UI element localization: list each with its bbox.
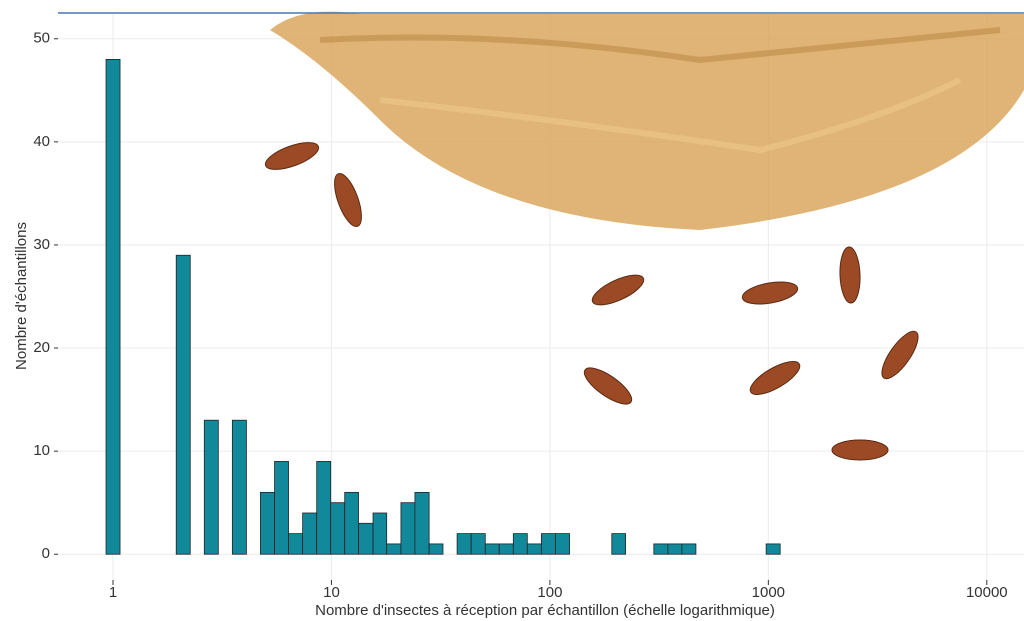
bar: [232, 420, 246, 554]
bar: [457, 534, 471, 555]
y-tick-label: 10: [33, 442, 50, 459]
x-tick-label: 1000: [752, 584, 785, 601]
bar: [485, 544, 499, 554]
y-tick-label: 40: [33, 133, 50, 150]
bar: [654, 544, 668, 554]
bar: [401, 503, 415, 555]
bar: [387, 544, 401, 554]
x-tick-label: 1: [109, 584, 117, 601]
bar: [289, 534, 303, 555]
bar: [106, 59, 120, 554]
y-tick-label: 0: [42, 545, 50, 562]
chart: Nombre d'échantillons Nombre d'insectes …: [0, 0, 1024, 621]
x-tick-label: 100: [537, 584, 562, 601]
y-tick-label: 30: [33, 236, 50, 253]
bar: [415, 492, 429, 554]
bar: [317, 461, 331, 554]
y-tick-label: 20: [33, 339, 50, 356]
bar: [682, 544, 696, 554]
bar: [766, 544, 780, 554]
x-tick-label: 10000: [966, 584, 1008, 601]
bar: [668, 544, 682, 554]
bar: [260, 492, 274, 554]
bar: [499, 544, 513, 554]
x-axis-label: Nombre d'insectes à réception par échant…: [315, 602, 775, 619]
bar: [555, 534, 569, 555]
bar: [373, 513, 387, 554]
y-tick-label: 50: [33, 30, 50, 47]
bar: [527, 544, 541, 554]
bar: [204, 420, 218, 554]
bar: [612, 534, 626, 555]
bar: [359, 523, 374, 554]
bar: [429, 544, 443, 554]
bar: [331, 503, 345, 555]
x-tick-label: 10: [323, 584, 340, 601]
bar: [176, 255, 190, 554]
bar: [513, 534, 527, 555]
bar: [275, 461, 289, 554]
bar: [303, 513, 317, 554]
bar: [541, 534, 555, 555]
bar: [471, 534, 485, 555]
y-axis-label: Nombre d'échantillons: [13, 222, 30, 370]
bar: [345, 492, 359, 554]
decoration: [262, 12, 1024, 460]
